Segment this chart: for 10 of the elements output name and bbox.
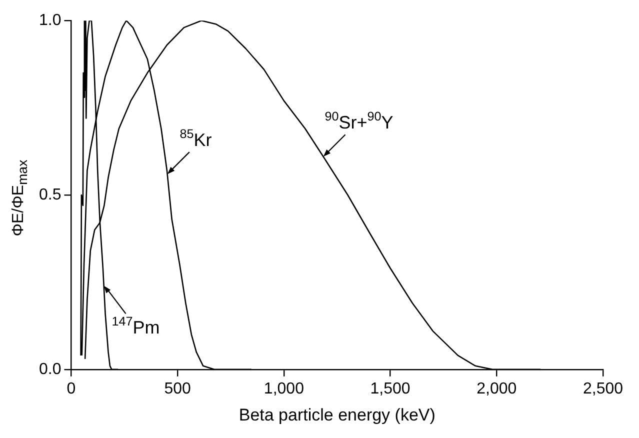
y-tick-label: 0.5 — [38, 186, 62, 204]
x-axis-title: Beta particle energy (keV) — [238, 405, 436, 424]
y-tick-label: 1.0 — [38, 12, 62, 30]
x-tick-label: 1,500 — [370, 380, 410, 398]
x-tick-label: 1,000 — [264, 380, 304, 398]
x-tick-label: 500 — [164, 380, 192, 398]
x-tick-label: 2,000 — [476, 380, 517, 398]
x-tick-label: 0 — [66, 380, 76, 398]
x-tick-label: 2,500 — [582, 380, 624, 398]
y-tick-label: 0.0 — [38, 360, 62, 378]
